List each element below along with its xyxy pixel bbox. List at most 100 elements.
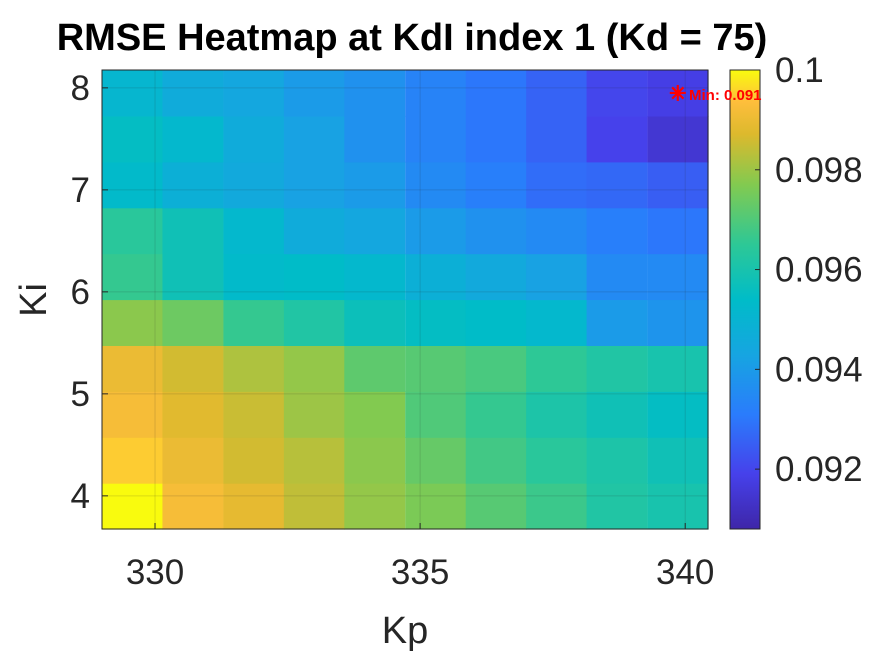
heatmap-cell bbox=[526, 115, 588, 163]
x-axis-label: Kp bbox=[382, 610, 428, 652]
heatmap-cell bbox=[102, 253, 164, 301]
heatmap-cell bbox=[344, 70, 406, 117]
heatmap-cell bbox=[405, 161, 467, 209]
heatmap-cell bbox=[344, 161, 406, 209]
heatmap-cell bbox=[526, 253, 588, 301]
heatmap-cell bbox=[223, 437, 285, 484]
y-tick-label: 4 bbox=[71, 477, 90, 516]
heatmap-cell bbox=[223, 70, 285, 117]
y-tick-label: 5 bbox=[71, 375, 90, 414]
heatmap-cell bbox=[647, 437, 709, 484]
heatmap-cell bbox=[283, 70, 345, 117]
y-tick-label: 7 bbox=[71, 171, 90, 210]
heatmap-cell bbox=[162, 483, 224, 530]
heatmap-cell bbox=[405, 253, 467, 301]
heatmap-cell bbox=[162, 70, 224, 117]
heatmap-cell bbox=[586, 70, 648, 117]
heatmap-cell bbox=[162, 299, 224, 346]
heatmap-cell bbox=[526, 345, 588, 392]
heatmap-cell bbox=[223, 299, 285, 346]
colorbar-tick-label: 0.094 bbox=[775, 350, 863, 389]
colorbar-tick-label: 0.098 bbox=[775, 151, 863, 190]
heatmap-cell bbox=[586, 345, 648, 392]
x-tick-label: 330 bbox=[126, 553, 184, 592]
plot-area-frame bbox=[101, 69, 709, 530]
heatmap-cell bbox=[223, 483, 285, 530]
x-axis-ticks: 330 335 340 bbox=[126, 523, 714, 592]
heatmap-cell bbox=[344, 345, 406, 392]
heatmap-cell bbox=[586, 207, 648, 255]
heatmap-cell bbox=[526, 437, 588, 484]
heatmap-cell bbox=[405, 483, 467, 530]
heatmap-cells bbox=[102, 70, 709, 530]
y-tick-label: 8 bbox=[71, 69, 90, 108]
heatmap-cell bbox=[102, 299, 164, 346]
heatmap-cell bbox=[283, 391, 345, 438]
heatmap-cell bbox=[647, 253, 709, 301]
heatmap-cell bbox=[465, 161, 527, 209]
heatmap-cell bbox=[647, 161, 709, 209]
heatmap-cell bbox=[526, 161, 588, 209]
heatmap-cell bbox=[344, 391, 406, 438]
heatmap-cell bbox=[283, 345, 345, 392]
heatmap-cell bbox=[102, 115, 164, 163]
colorbar: 0.092 0.094 0.096 0.098 0.1 bbox=[729, 51, 863, 530]
heatmap-cell bbox=[283, 299, 345, 346]
heatmap-cell bbox=[405, 207, 467, 255]
heatmap-cell bbox=[465, 299, 527, 346]
heatmap-cell bbox=[223, 207, 285, 255]
heatmap-cell bbox=[344, 437, 406, 484]
heatmap-cell bbox=[283, 115, 345, 163]
y-axis-ticks: 4 5 6 7 8 bbox=[71, 69, 108, 516]
heatmap-cell bbox=[344, 483, 406, 530]
heatmap-cell bbox=[405, 299, 467, 346]
heatmap-cell bbox=[647, 345, 709, 392]
heatmap-cell bbox=[102, 483, 164, 530]
min-marker bbox=[669, 84, 686, 101]
heatmap-cell bbox=[647, 483, 709, 530]
colorbar-tick-label: 0.1 bbox=[775, 51, 824, 90]
heatmap-cell bbox=[102, 207, 164, 255]
heatmap-cell bbox=[465, 207, 527, 255]
x-tick-label: 340 bbox=[656, 553, 714, 592]
heatmap-cell bbox=[102, 437, 164, 484]
heatmap-cell bbox=[465, 437, 527, 484]
y-axis-label: Ki bbox=[13, 283, 55, 317]
colorbar-gradient bbox=[729, 69, 761, 530]
heatmap-cell bbox=[586, 161, 648, 209]
heatmap-cell bbox=[283, 207, 345, 255]
min-annotation: Min: 0.091 bbox=[689, 87, 762, 104]
heatmap-cell bbox=[283, 437, 345, 484]
heatmap-cell bbox=[586, 299, 648, 346]
y-tick-label: 6 bbox=[71, 273, 90, 312]
heatmap-cell bbox=[405, 437, 467, 484]
heatmap-cell bbox=[586, 391, 648, 438]
colorbar-tick-label: 0.096 bbox=[775, 251, 863, 290]
heatmap-cell bbox=[102, 391, 164, 438]
heatmap-cell bbox=[526, 391, 588, 438]
heatmap-cell bbox=[162, 115, 224, 163]
heatmap-cell bbox=[465, 70, 527, 117]
heatmap-cell bbox=[283, 483, 345, 530]
heatmap-cell bbox=[526, 70, 588, 117]
heatmap-cell bbox=[647, 391, 709, 438]
heatmap-cell bbox=[586, 253, 648, 301]
heatmap-cell bbox=[344, 253, 406, 301]
heatmap-cell bbox=[465, 345, 527, 392]
heatmap-cell bbox=[223, 391, 285, 438]
heatmap-cell bbox=[102, 161, 164, 209]
heatmap-cell bbox=[586, 483, 648, 530]
heatmap-cell bbox=[223, 161, 285, 209]
heatmap-cell bbox=[586, 437, 648, 484]
heatmap-cell bbox=[162, 253, 224, 301]
heatmap-cell bbox=[162, 391, 224, 438]
heatmap-cell bbox=[283, 161, 345, 209]
heatmap-cell bbox=[526, 207, 588, 255]
heatmap-cell bbox=[283, 253, 345, 301]
heatmap-cell bbox=[223, 345, 285, 392]
chart-title: RMSE Heatmap at KdI index 1 (Kd = 75) bbox=[57, 17, 768, 59]
heatmap-cell bbox=[465, 391, 527, 438]
heatmap-cell bbox=[465, 253, 527, 301]
heatmap-cell bbox=[162, 437, 224, 484]
